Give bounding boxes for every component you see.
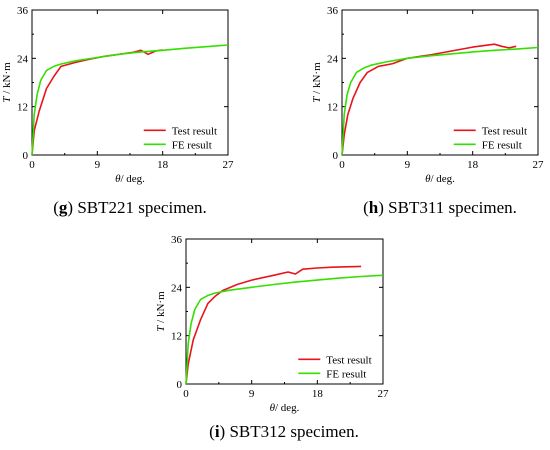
x-axis-symbol: θ (270, 402, 276, 414)
x-tick-label: 27 (223, 159, 235, 171)
y-axis-label: T / kN·m (155, 291, 167, 332)
legend-label-fe: FE result (482, 139, 522, 151)
y-axis-symbol: T (155, 325, 167, 332)
caption-letter: h (369, 198, 379, 217)
x-axis-symbol: θ (425, 173, 431, 185)
y-tick-label: 0 (177, 379, 183, 391)
caption-letter: g (59, 198, 68, 217)
x-axis-unit: / deg. (275, 402, 300, 414)
panel-caption: (h) SBT311 specimen. (363, 198, 517, 217)
chart-panel-i: 0 9 18 27 0 12 24 36 θ/ deg. T / kN·m Test result F… (155, 234, 389, 441)
y-tick-label: 36 (17, 5, 29, 17)
panel-caption: (i) SBT312 specimen. (209, 422, 359, 441)
chart-panel-g: 0 9 18 27 0 12 24 36 θ/ deg. T / kN·m Test result F… (1, 5, 234, 217)
x-tick-label: 9 (95, 159, 101, 171)
y-tick-label: 12 (17, 102, 28, 114)
x-tick-label: 0 (183, 388, 189, 400)
y-tick-label: 24 (327, 53, 339, 65)
series-line-fe (31, 44, 229, 156)
chart-panel-h: 0 9 18 27 0 12 24 36 θ/ deg. T / kN·m Test result F… (311, 5, 544, 217)
y-axis-symbol: T (1, 96, 13, 103)
legend-label-test: Test result (326, 354, 371, 366)
x-tick-label: 18 (312, 388, 324, 400)
y-tick-label: 36 (171, 234, 183, 246)
caption-close: ) (67, 198, 73, 217)
x-axis-unit: / deg. (430, 173, 455, 185)
caption-close: ) (378, 198, 384, 217)
x-tick-label: 18 (467, 159, 479, 171)
panel-caption: (g) SBT221 specimen. (53, 198, 206, 217)
y-tick-label: 0 (23, 150, 29, 162)
x-tick-label: 0 (339, 159, 345, 171)
y-axis-unit: / kN·m (311, 62, 323, 97)
legend-label-test: Test result (482, 125, 527, 137)
y-axis-label: T / kN·m (1, 62, 13, 103)
series-line-fe (185, 274, 384, 385)
x-tick-label: 27 (378, 388, 390, 400)
caption-close: ) (220, 422, 226, 441)
y-tick-label: 0 (333, 150, 339, 162)
caption-text: SBT312 specimen. (225, 422, 359, 441)
y-axis-label: T / kN·m (311, 62, 323, 103)
y-tick-label: 12 (171, 331, 182, 343)
caption-text: SBT221 specimen. (73, 198, 207, 217)
y-tick-label: 12 (327, 102, 338, 114)
legend-label-fe: FE result (172, 139, 212, 151)
series-line-test (341, 43, 517, 156)
x-axis-symbol: θ (115, 173, 121, 185)
y-axis-symbol: T (311, 96, 323, 103)
x-tick-label: 0 (29, 159, 35, 171)
series-line-test (185, 265, 362, 385)
x-axis-unit: / deg. (120, 173, 145, 185)
caption-open: ( (363, 198, 369, 217)
legend-label-fe: FE result (326, 368, 366, 380)
legend-label-test: Test result (172, 125, 217, 137)
y-tick-label: 36 (327, 5, 339, 17)
series-line-test (31, 49, 163, 156)
caption-open: ( (209, 422, 215, 441)
caption-text: SBT311 specimen. (384, 198, 517, 217)
x-tick-label: 18 (157, 159, 169, 171)
y-tick-label: 24 (17, 53, 29, 65)
x-axis-label: θ/ deg. (115, 173, 145, 185)
series-line-fe (341, 46, 539, 156)
caption-open: ( (53, 198, 59, 217)
x-axis-label: θ/ deg. (425, 173, 455, 185)
x-tick-label: 9 (249, 388, 255, 400)
caption-letter: i (215, 422, 220, 441)
x-tick-label: 27 (533, 159, 545, 171)
x-tick-label: 9 (405, 159, 411, 171)
y-tick-label: 24 (171, 282, 183, 294)
x-axis-label: θ/ deg. (270, 402, 300, 414)
y-axis-unit: / kN·m (155, 291, 167, 326)
y-axis-unit: / kN·m (1, 62, 13, 97)
